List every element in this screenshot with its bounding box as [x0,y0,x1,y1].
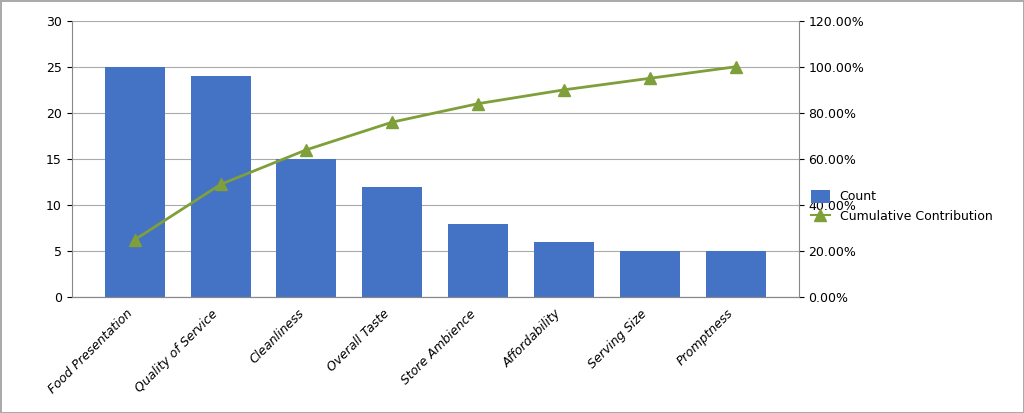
Bar [620,251,680,297]
Cumulative Contribution [129,237,141,242]
Line: Cumulative Contribution: Cumulative Contribution [129,61,741,245]
Cumulative Contribution [300,147,312,152]
Bar [706,251,766,297]
Cumulative Contribution [558,88,570,93]
Cumulative Contribution [386,120,398,125]
Bar [190,76,251,297]
Bar [362,187,422,297]
Cumulative Contribution [729,64,741,69]
Bar [449,223,508,297]
Legend: Count, Cumulative Contribution: Count, Cumulative Contribution [806,185,997,228]
Bar [276,159,337,297]
Bar [104,67,165,297]
Cumulative Contribution [644,76,656,81]
Cumulative Contribution [472,101,484,106]
Cumulative Contribution [214,182,226,187]
Bar [534,242,594,297]
